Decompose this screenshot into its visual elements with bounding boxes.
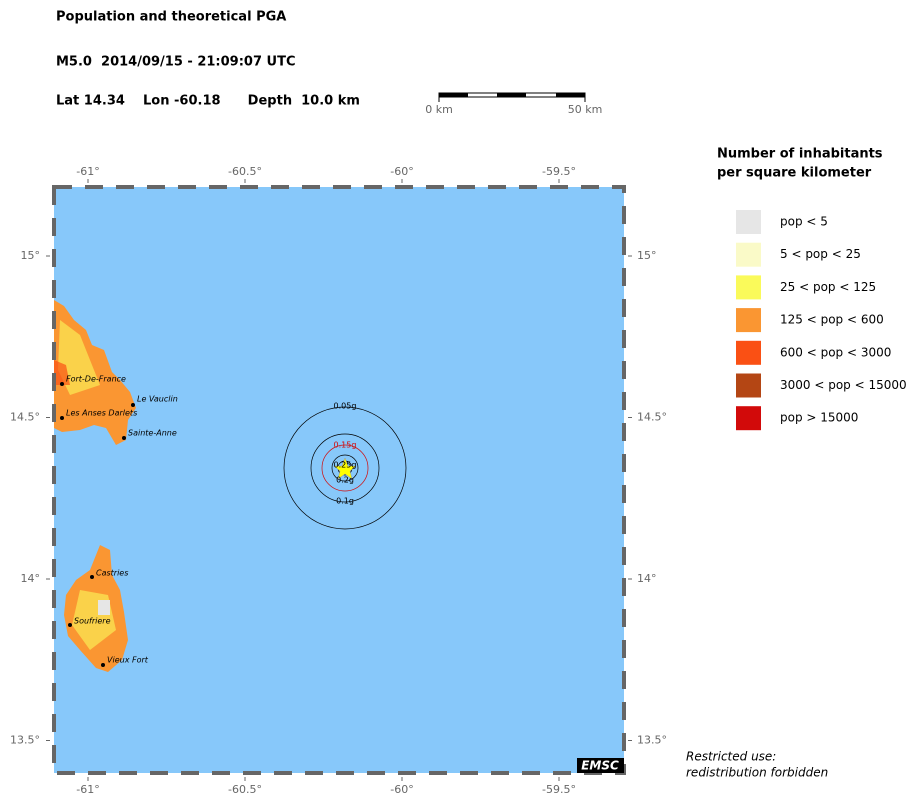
legend-label: 125 < pop < 600: [780, 313, 884, 327]
lat-tick-label: 14°: [637, 572, 657, 585]
legend-swatch: [736, 340, 761, 365]
lat-tick-label: 15°: [637, 249, 657, 262]
legend-swatch: [736, 406, 761, 431]
lat-tick-label: 13.5°: [10, 734, 40, 747]
title: Population and theoretical PGA: [56, 10, 286, 25]
pga-label: 0.2g: [336, 476, 354, 485]
badge: EMSC: [581, 759, 619, 773]
city-label: Fort-De-France: [66, 375, 126, 384]
city-label: Les Anses Darlets: [66, 409, 137, 418]
pga-label: 0.15g: [334, 441, 357, 450]
lat-tick-label: 14.5°: [637, 411, 667, 424]
legend-label: pop < 5: [780, 215, 828, 229]
city-label: Sainte-Anne: [128, 429, 177, 438]
map: 0.05g 0.1g 0.15g 0.2g 0.25g Fort-De-Fran…: [52, 185, 626, 775]
lon-tick-label: -59.5°: [542, 783, 576, 796]
legend-label: 3000 < pop < 15000: [780, 378, 907, 392]
legend-swatch: [736, 308, 761, 333]
legend-title: per square kilometer: [717, 166, 872, 181]
lon-tick-label: -59.5°: [542, 165, 576, 178]
legend-label: 25 < pop < 125: [780, 280, 876, 294]
city-label: Vieux Fort: [107, 656, 149, 665]
city-label: Castries: [96, 569, 128, 578]
city-label: Le Vauclin: [137, 395, 178, 404]
lon-tick-label: -60.5°: [228, 165, 262, 178]
legend-label: 5 < pop < 25: [780, 247, 861, 261]
scale-bar: [438, 92, 586, 102]
lon-tick-label: -60.5°: [228, 783, 262, 796]
pga-label: 0.25g: [334, 461, 357, 470]
pga-label: 0.1g: [336, 497, 354, 506]
lat-tick-label: 14.5°: [10, 411, 40, 424]
legend-label: 600 < pop < 3000: [780, 345, 891, 359]
legend-swatch: [736, 242, 761, 267]
legend-label: pop > 15000: [780, 411, 858, 425]
city-label: Soufriere: [74, 617, 111, 626]
lat-tick-label: 15°: [21, 249, 41, 262]
lat-tick-label: 13.5°: [637, 734, 667, 747]
notice: redistribution forbidden: [686, 766, 828, 780]
location-info: Lat 14.34 Lon -60.18 Depth 10.0 km: [56, 94, 360, 109]
legend-swatch: [736, 373, 761, 398]
lon-tick-label: -60°: [390, 165, 413, 178]
scale-end: 50 km: [568, 103, 603, 116]
legend-title: Number of inhabitants: [717, 147, 883, 162]
legend-swatch: [736, 275, 761, 300]
scale-start: 0 km: [425, 103, 453, 116]
event-info: M5.0 2014/09/15 - 21:09:07 UTC: [56, 55, 295, 70]
lon-tick-label: -61°: [76, 783, 99, 796]
lon-tick-label: -60°: [390, 783, 413, 796]
notice: Restricted use:: [686, 750, 776, 764]
lat-tick-label: 14°: [21, 572, 41, 585]
lon-tick-label: -61°: [76, 165, 99, 178]
pga-label: 0.05g: [334, 402, 357, 411]
legend-swatch: [736, 210, 761, 234]
